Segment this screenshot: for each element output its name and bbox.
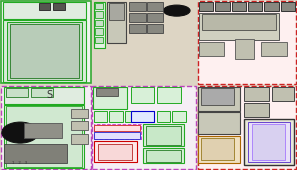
Bar <box>71 134 88 144</box>
Text: 1   2   3: 1 2 3 <box>12 161 27 165</box>
Bar <box>95 11 103 18</box>
Bar <box>109 3 124 20</box>
Bar <box>107 2 126 42</box>
Bar <box>6 88 28 97</box>
Bar <box>24 123 62 138</box>
Bar <box>94 141 137 162</box>
Bar <box>198 87 240 110</box>
Bar <box>252 124 285 160</box>
Bar <box>201 138 234 160</box>
Bar <box>244 103 269 117</box>
Bar <box>10 24 79 78</box>
Bar <box>4 144 67 163</box>
Bar <box>143 148 184 163</box>
Bar <box>198 1 296 84</box>
Bar <box>146 126 181 144</box>
Bar <box>202 14 276 30</box>
Ellipse shape <box>163 5 190 16</box>
Bar <box>272 87 294 101</box>
Bar <box>157 110 170 122</box>
Bar <box>264 2 279 11</box>
Bar <box>147 13 163 22</box>
Bar <box>215 2 230 11</box>
Bar <box>147 24 163 33</box>
Bar <box>232 2 246 11</box>
Bar <box>92 86 196 169</box>
Bar <box>198 136 240 163</box>
Bar <box>53 3 65 10</box>
Bar <box>244 119 294 165</box>
Circle shape <box>2 122 39 143</box>
Bar <box>31 88 53 97</box>
Bar <box>6 106 82 167</box>
Bar <box>3 2 86 19</box>
Bar <box>147 2 163 11</box>
Bar <box>98 144 132 160</box>
Bar <box>94 132 140 139</box>
Bar <box>198 112 240 134</box>
Bar <box>143 124 184 146</box>
Bar <box>281 2 295 11</box>
Bar <box>199 42 224 56</box>
Bar <box>261 42 287 56</box>
Bar <box>131 87 154 103</box>
Bar <box>131 110 154 122</box>
Bar <box>95 3 103 9</box>
Bar <box>94 125 140 131</box>
Bar <box>96 88 118 96</box>
Bar <box>94 110 107 122</box>
Bar <box>93 87 127 109</box>
Bar <box>94 2 105 48</box>
Bar <box>39 3 50 10</box>
Bar <box>95 37 103 43</box>
Text: S: S <box>46 90 52 100</box>
Bar <box>248 2 262 11</box>
Bar <box>129 13 146 22</box>
Bar <box>141 110 154 122</box>
Bar <box>146 150 181 162</box>
Bar <box>248 122 290 162</box>
Bar <box>95 20 103 26</box>
Bar <box>4 87 84 104</box>
Bar <box>71 109 88 118</box>
Bar <box>199 13 279 40</box>
Bar <box>129 2 146 11</box>
Bar <box>3 20 86 82</box>
Bar <box>198 86 296 169</box>
Bar <box>95 28 103 35</box>
Bar <box>235 39 254 59</box>
Bar <box>71 121 88 130</box>
Bar <box>1 86 91 169</box>
Bar <box>94 124 141 139</box>
Bar <box>7 22 82 80</box>
Bar <box>201 88 234 105</box>
Bar <box>244 87 269 101</box>
Bar <box>1 1 91 83</box>
Bar <box>109 110 123 122</box>
Bar <box>129 24 146 33</box>
Bar <box>157 87 181 103</box>
Bar <box>172 110 186 122</box>
Bar <box>4 105 84 168</box>
Bar <box>199 2 213 11</box>
Bar <box>125 110 138 122</box>
